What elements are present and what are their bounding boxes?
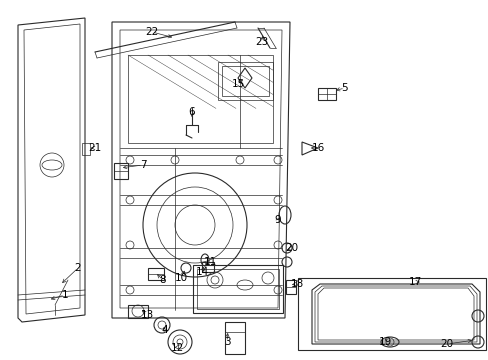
- Text: 5: 5: [341, 83, 347, 93]
- Bar: [297, 278, 485, 350]
- Bar: [114, 163, 128, 179]
- Bar: [197, 269, 279, 309]
- Text: 19: 19: [378, 337, 391, 347]
- Bar: [317, 88, 335, 100]
- Text: 17: 17: [407, 277, 421, 287]
- Text: 20: 20: [440, 339, 453, 349]
- Text: 8: 8: [160, 275, 166, 285]
- Text: 1: 1: [61, 290, 68, 300]
- Text: 4: 4: [162, 325, 168, 335]
- Bar: [82, 143, 90, 155]
- Bar: [222, 66, 268, 96]
- Text: 22: 22: [145, 27, 158, 37]
- Text: 16: 16: [311, 143, 324, 153]
- Text: 14: 14: [195, 267, 208, 277]
- Bar: [128, 55, 272, 143]
- Text: 23: 23: [255, 37, 268, 47]
- Text: 10: 10: [174, 273, 187, 283]
- Text: 2: 2: [75, 263, 81, 273]
- Bar: [148, 268, 163, 280]
- Bar: [202, 262, 214, 272]
- Text: 11: 11: [203, 257, 216, 267]
- Text: 6: 6: [188, 107, 195, 117]
- Text: 15: 15: [231, 79, 244, 89]
- Text: 20: 20: [285, 243, 298, 253]
- Text: 18: 18: [290, 279, 303, 289]
- Bar: [193, 265, 283, 313]
- Text: 21: 21: [88, 143, 102, 153]
- Bar: [224, 322, 244, 354]
- Bar: [218, 62, 272, 100]
- Text: 9: 9: [274, 215, 281, 225]
- Bar: [285, 280, 295, 294]
- Text: 13: 13: [140, 310, 153, 320]
- Text: 12: 12: [170, 343, 183, 353]
- Text: 7: 7: [140, 160, 146, 170]
- Text: 3: 3: [223, 337, 230, 347]
